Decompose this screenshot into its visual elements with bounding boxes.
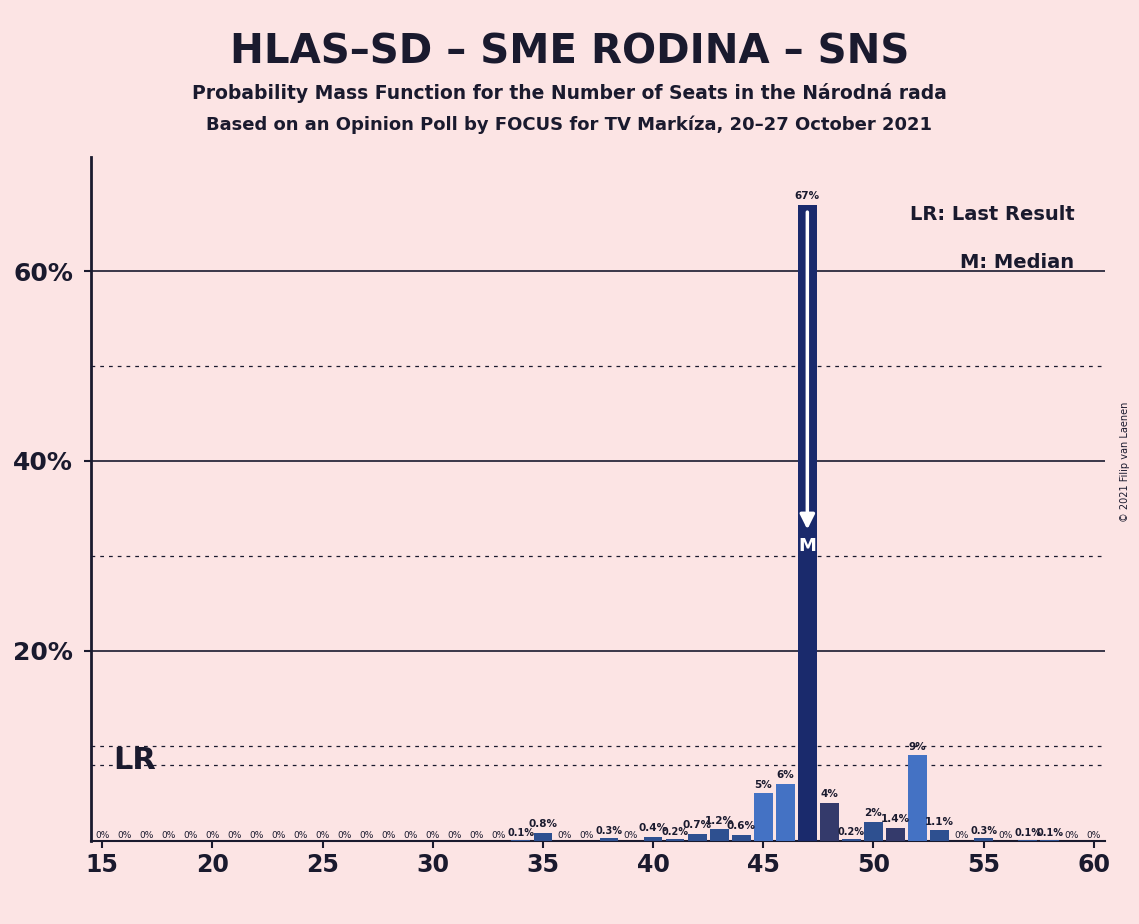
Text: 0%: 0% bbox=[448, 831, 462, 840]
Text: LR: Last Result: LR: Last Result bbox=[910, 205, 1074, 224]
Text: 0%: 0% bbox=[558, 831, 572, 840]
Bar bbox=[644, 837, 663, 841]
Bar bbox=[865, 821, 883, 841]
Text: 0.4%: 0.4% bbox=[639, 823, 667, 833]
Text: 0%: 0% bbox=[293, 831, 308, 840]
Text: 0%: 0% bbox=[1065, 831, 1079, 840]
Text: 0.3%: 0.3% bbox=[596, 826, 623, 836]
Text: 0%: 0% bbox=[249, 831, 263, 840]
Text: 0%: 0% bbox=[580, 831, 595, 840]
Text: 0%: 0% bbox=[492, 831, 506, 840]
Text: 0%: 0% bbox=[316, 831, 329, 840]
Text: 0.3%: 0.3% bbox=[970, 826, 997, 836]
Text: M: Median: M: Median bbox=[960, 253, 1074, 272]
Text: 0%: 0% bbox=[95, 831, 109, 840]
Text: HLAS–SD – SME RODINA – SNS: HLAS–SD – SME RODINA – SNS bbox=[230, 32, 909, 72]
Bar bbox=[754, 794, 772, 841]
Bar bbox=[1040, 840, 1059, 841]
Text: 0%: 0% bbox=[161, 831, 175, 840]
Text: 67%: 67% bbox=[795, 190, 820, 201]
Text: 4%: 4% bbox=[820, 789, 838, 799]
Text: Probability Mass Function for the Number of Seats in the Národná rada: Probability Mass Function for the Number… bbox=[192, 83, 947, 103]
Text: 0.2%: 0.2% bbox=[838, 827, 865, 837]
Text: 0%: 0% bbox=[271, 831, 286, 840]
Bar bbox=[931, 831, 949, 841]
Bar bbox=[820, 803, 838, 841]
Text: 0.1%: 0.1% bbox=[1014, 828, 1041, 838]
Text: 0%: 0% bbox=[1087, 831, 1101, 840]
Text: 5%: 5% bbox=[754, 780, 772, 789]
Text: 0.6%: 0.6% bbox=[727, 821, 755, 832]
Text: 0%: 0% bbox=[227, 831, 241, 840]
Text: 0%: 0% bbox=[469, 831, 484, 840]
Text: 0%: 0% bbox=[624, 831, 638, 840]
Text: 0.8%: 0.8% bbox=[528, 820, 557, 830]
Bar bbox=[798, 204, 817, 841]
Bar bbox=[842, 839, 861, 841]
Text: 9%: 9% bbox=[909, 742, 926, 751]
Bar bbox=[974, 838, 993, 841]
Text: 1.2%: 1.2% bbox=[705, 816, 734, 826]
Text: 0%: 0% bbox=[954, 831, 969, 840]
Text: 0%: 0% bbox=[426, 831, 440, 840]
Text: 0.1%: 0.1% bbox=[507, 828, 534, 838]
Text: Based on an Opinion Poll by FOCUS for TV Markíza, 20–27 October 2021: Based on an Opinion Poll by FOCUS for TV… bbox=[206, 116, 933, 134]
Text: 0%: 0% bbox=[382, 831, 396, 840]
Bar bbox=[511, 840, 531, 841]
Bar bbox=[886, 828, 904, 841]
Bar bbox=[533, 833, 552, 841]
Bar bbox=[1018, 840, 1038, 841]
Text: 0%: 0% bbox=[117, 831, 131, 840]
Text: M: M bbox=[798, 537, 817, 555]
Bar bbox=[776, 784, 795, 841]
Text: 0.7%: 0.7% bbox=[682, 821, 712, 831]
Text: 1.1%: 1.1% bbox=[925, 817, 954, 827]
Text: 0%: 0% bbox=[403, 831, 418, 840]
Bar bbox=[710, 830, 729, 841]
Text: 1.4%: 1.4% bbox=[880, 814, 910, 824]
Text: 0%: 0% bbox=[337, 831, 352, 840]
Text: 6%: 6% bbox=[777, 770, 794, 780]
Bar bbox=[665, 839, 685, 841]
Bar bbox=[908, 756, 927, 841]
Text: © 2021 Filip van Laenen: © 2021 Filip van Laenen bbox=[1120, 402, 1130, 522]
Bar bbox=[688, 834, 706, 841]
Text: 0%: 0% bbox=[360, 831, 374, 840]
Text: 2%: 2% bbox=[865, 808, 883, 818]
Text: 0%: 0% bbox=[999, 831, 1013, 840]
Bar bbox=[599, 838, 618, 841]
Text: 0.2%: 0.2% bbox=[662, 827, 689, 837]
Text: 0%: 0% bbox=[139, 831, 154, 840]
Text: 0%: 0% bbox=[183, 831, 197, 840]
Text: LR: LR bbox=[113, 746, 156, 774]
Text: 0%: 0% bbox=[205, 831, 220, 840]
Text: 0.1%: 0.1% bbox=[1036, 828, 1063, 838]
Bar bbox=[732, 835, 751, 841]
